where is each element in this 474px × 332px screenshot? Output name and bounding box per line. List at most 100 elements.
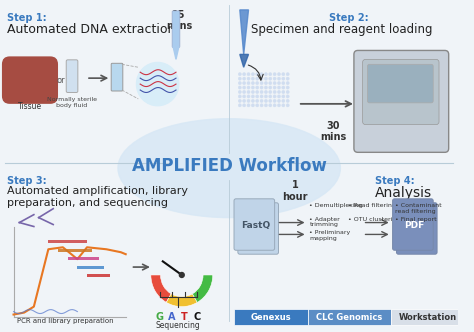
Circle shape <box>247 73 250 76</box>
Polygon shape <box>173 46 179 59</box>
Circle shape <box>255 90 259 94</box>
Circle shape <box>238 95 241 98</box>
Text: • OTU clustering: • OTU clustering <box>348 216 401 222</box>
Circle shape <box>238 81 241 85</box>
Wedge shape <box>192 275 213 302</box>
Circle shape <box>247 95 250 98</box>
Text: • Contaminant
read filtering: • Contaminant read filtering <box>394 203 441 213</box>
FancyBboxPatch shape <box>392 199 433 250</box>
FancyBboxPatch shape <box>238 203 279 254</box>
Circle shape <box>251 99 255 103</box>
Circle shape <box>247 77 250 80</box>
FancyBboxPatch shape <box>48 240 87 243</box>
Circle shape <box>260 73 263 76</box>
Circle shape <box>277 95 281 98</box>
Circle shape <box>260 86 263 89</box>
Circle shape <box>238 99 241 103</box>
Circle shape <box>282 77 285 80</box>
Circle shape <box>273 81 276 85</box>
FancyBboxPatch shape <box>391 309 464 325</box>
Circle shape <box>243 99 246 103</box>
Circle shape <box>247 99 250 103</box>
Circle shape <box>251 95 255 98</box>
Circle shape <box>282 73 285 76</box>
Circle shape <box>269 95 272 98</box>
Circle shape <box>243 90 246 94</box>
Circle shape <box>260 99 263 103</box>
Circle shape <box>282 104 285 107</box>
Circle shape <box>269 73 272 76</box>
Circle shape <box>255 104 259 107</box>
Circle shape <box>286 104 289 107</box>
Text: 1
hour: 1 hour <box>282 180 308 202</box>
Text: Workstation: Workstation <box>398 312 456 321</box>
Text: or: or <box>56 76 65 85</box>
Circle shape <box>264 95 267 98</box>
Circle shape <box>277 86 281 89</box>
Text: G: G <box>155 311 164 322</box>
FancyBboxPatch shape <box>87 274 110 277</box>
Circle shape <box>243 104 246 107</box>
Circle shape <box>243 77 246 80</box>
Circle shape <box>264 90 267 94</box>
FancyBboxPatch shape <box>308 309 391 325</box>
Text: CLC Genomics: CLC Genomics <box>316 312 382 321</box>
Circle shape <box>264 104 267 107</box>
Circle shape <box>273 77 276 80</box>
Circle shape <box>277 104 281 107</box>
Circle shape <box>282 90 285 94</box>
Circle shape <box>238 77 241 80</box>
Circle shape <box>255 77 259 80</box>
Circle shape <box>277 81 281 85</box>
Circle shape <box>179 273 184 278</box>
FancyBboxPatch shape <box>58 249 92 252</box>
Circle shape <box>264 86 267 89</box>
FancyBboxPatch shape <box>363 59 439 124</box>
FancyBboxPatch shape <box>111 63 123 91</box>
Circle shape <box>264 81 267 85</box>
Circle shape <box>273 86 276 89</box>
Circle shape <box>251 104 255 107</box>
Text: Step 2:: Step 2: <box>329 13 368 23</box>
Text: Genexus: Genexus <box>250 312 291 321</box>
Circle shape <box>243 95 246 98</box>
Circle shape <box>255 99 259 103</box>
Circle shape <box>286 73 289 76</box>
Circle shape <box>264 77 267 80</box>
Circle shape <box>247 90 250 94</box>
Text: Step 3:: Step 3: <box>7 176 46 186</box>
Circle shape <box>277 99 281 103</box>
Circle shape <box>286 86 289 89</box>
FancyBboxPatch shape <box>2 56 58 104</box>
Circle shape <box>269 77 272 80</box>
Circle shape <box>238 104 241 107</box>
FancyBboxPatch shape <box>68 257 99 260</box>
Polygon shape <box>240 10 248 54</box>
Circle shape <box>273 90 276 94</box>
Circle shape <box>260 90 263 94</box>
Text: • Final report: • Final report <box>394 216 436 222</box>
Wedge shape <box>151 275 171 302</box>
Ellipse shape <box>118 119 340 217</box>
FancyBboxPatch shape <box>234 309 308 325</box>
Circle shape <box>269 86 272 89</box>
Circle shape <box>269 81 272 85</box>
Circle shape <box>269 99 272 103</box>
Circle shape <box>251 77 255 80</box>
FancyBboxPatch shape <box>396 203 437 254</box>
Circle shape <box>269 104 272 107</box>
Text: Automated DNA extraction: Automated DNA extraction <box>7 23 175 36</box>
Circle shape <box>282 81 285 85</box>
Text: Analysis: Analysis <box>375 186 432 200</box>
Circle shape <box>260 95 263 98</box>
Circle shape <box>243 73 246 76</box>
Text: Normally sterile
body fluid: Normally sterile body fluid <box>46 97 97 108</box>
Circle shape <box>264 73 267 76</box>
Circle shape <box>282 86 285 89</box>
Circle shape <box>238 73 241 76</box>
Circle shape <box>286 77 289 80</box>
Text: AMPLIFIED Workflow: AMPLIFIED Workflow <box>132 157 327 175</box>
Circle shape <box>273 95 276 98</box>
Circle shape <box>247 81 250 85</box>
Circle shape <box>286 81 289 85</box>
